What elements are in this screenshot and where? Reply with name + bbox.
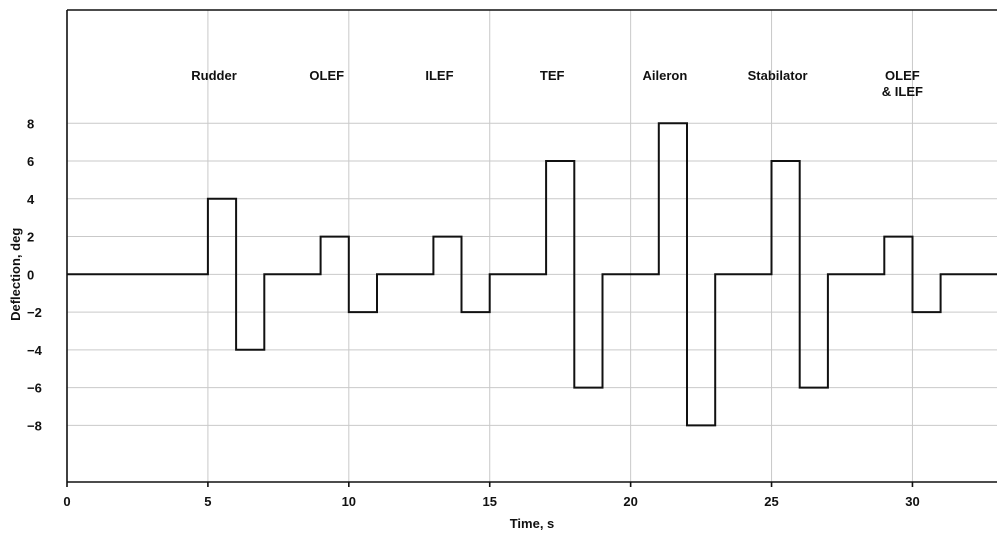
surface-label: Aileron [643,68,688,83]
surface-label: ILEF [425,68,453,83]
surface-label: Stabilator [748,68,808,83]
x-axis-label: Time, s [510,516,555,531]
surface-label: OLEF & ILEF [882,68,923,99]
y-axis-label: Deflection, deg [8,228,23,321]
y-tick-label: −8 [27,418,42,433]
x-tick-label: 0 [63,494,70,509]
x-tick-label: 15 [482,494,496,509]
axes [66,9,997,487]
x-tick-label: 10 [342,494,356,509]
y-tick-label: 6 [27,154,34,169]
x-tick-label: 20 [623,494,637,509]
y-tick-label: −2 [27,305,42,320]
tick-labels: 0 5 10 15 20 25 30 −8 −6 −4 −2 0 2 4 6 8 [27,116,920,509]
x-tick-label: 25 [764,494,778,509]
x-tick-label: 5 [204,494,211,509]
annotations: Rudder OLEF ILEF TEF Aileron Stabilator OLEF & … [191,68,923,99]
y-tick-label: 8 [27,116,34,131]
series [67,122,997,427]
deflection-signal-line [67,122,997,427]
y-tick-label: 2 [27,230,34,245]
surface-label: OLEF [309,68,344,83]
y-tick-label: −4 [27,343,43,358]
y-tick-label: 4 [27,192,35,207]
y-tick-label: −6 [27,381,42,396]
surface-label: TEF [540,68,565,83]
y-tick-label: 0 [27,267,34,282]
surface-label: Rudder [191,68,237,83]
x-tick-label: 30 [905,494,919,509]
